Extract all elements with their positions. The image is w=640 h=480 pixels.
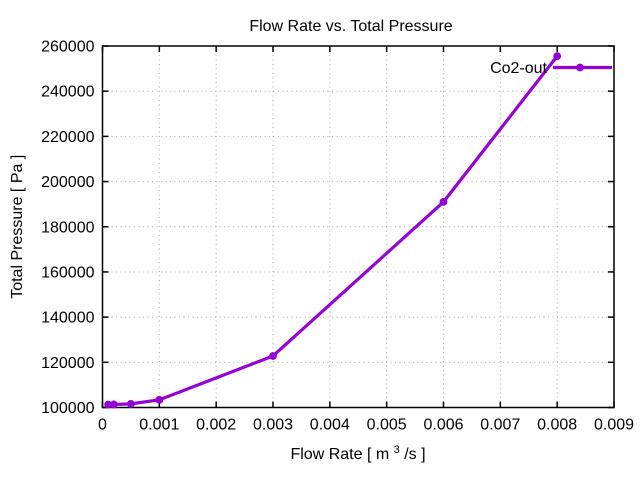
- y-tick-label: 200000: [41, 174, 94, 191]
- x-axis-label-end: /s ]: [404, 446, 425, 463]
- series-line: [106, 54, 559, 407]
- x-tick-label: 0.004: [310, 417, 350, 434]
- x-tick-label: 0.005: [367, 417, 407, 434]
- y-tick-label: 120000: [41, 355, 94, 372]
- data-series: [104, 52, 562, 409]
- x-axis-label: Flow Rate [ m 3 /s ]: [290, 440, 425, 463]
- x-tick-label: 0.006: [423, 417, 463, 434]
- legend: Co2-out: [490, 60, 612, 77]
- x-tick-label: 0.002: [196, 417, 236, 434]
- y-tick-label: 220000: [41, 129, 94, 146]
- axis-ticks: 0 0.001 0.002 0.003 0.004 0.005 0.006 0.007 0.00…: [41, 39, 634, 434]
- legend-sample-marker: [576, 63, 584, 72]
- x-tick-label: 0: [98, 417, 107, 434]
- data-point: [127, 399, 135, 408]
- data-point: [155, 395, 164, 404]
- y-tick-label: 260000: [41, 39, 94, 56]
- chart-title: Flow Rate vs. Total Pressure: [249, 18, 452, 35]
- y-tick-label: 160000: [41, 264, 94, 281]
- x-axis-label-main: Flow Rate [ m: [290, 446, 389, 463]
- data-point: [269, 352, 277, 360]
- y-tick-label: 140000: [41, 310, 94, 327]
- y-tick-label: 100000: [41, 400, 94, 417]
- x-tick-label: 0.001: [139, 417, 179, 434]
- x-tick-label: 0.007: [480, 417, 520, 434]
- legend-label: Co2-out: [490, 60, 547, 77]
- data-point: [553, 52, 562, 61]
- x-axis-label-superscript: 3: [394, 444, 400, 456]
- y-axis-label: Total Pressure [ Pa ]: [9, 155, 26, 299]
- x-tick-label: 0.009: [594, 417, 634, 434]
- grid-lines: [102, 46, 614, 408]
- y-tick-label: 180000: [41, 219, 94, 236]
- x-tick-label: 0.008: [537, 417, 577, 434]
- data-point: [104, 400, 113, 409]
- x-tick-label: 0.003: [253, 417, 293, 434]
- y-tick-label: 240000: [41, 84, 94, 101]
- legend-sample: [553, 63, 612, 72]
- data-point: [109, 400, 118, 409]
- data-point: [439, 197, 448, 206]
